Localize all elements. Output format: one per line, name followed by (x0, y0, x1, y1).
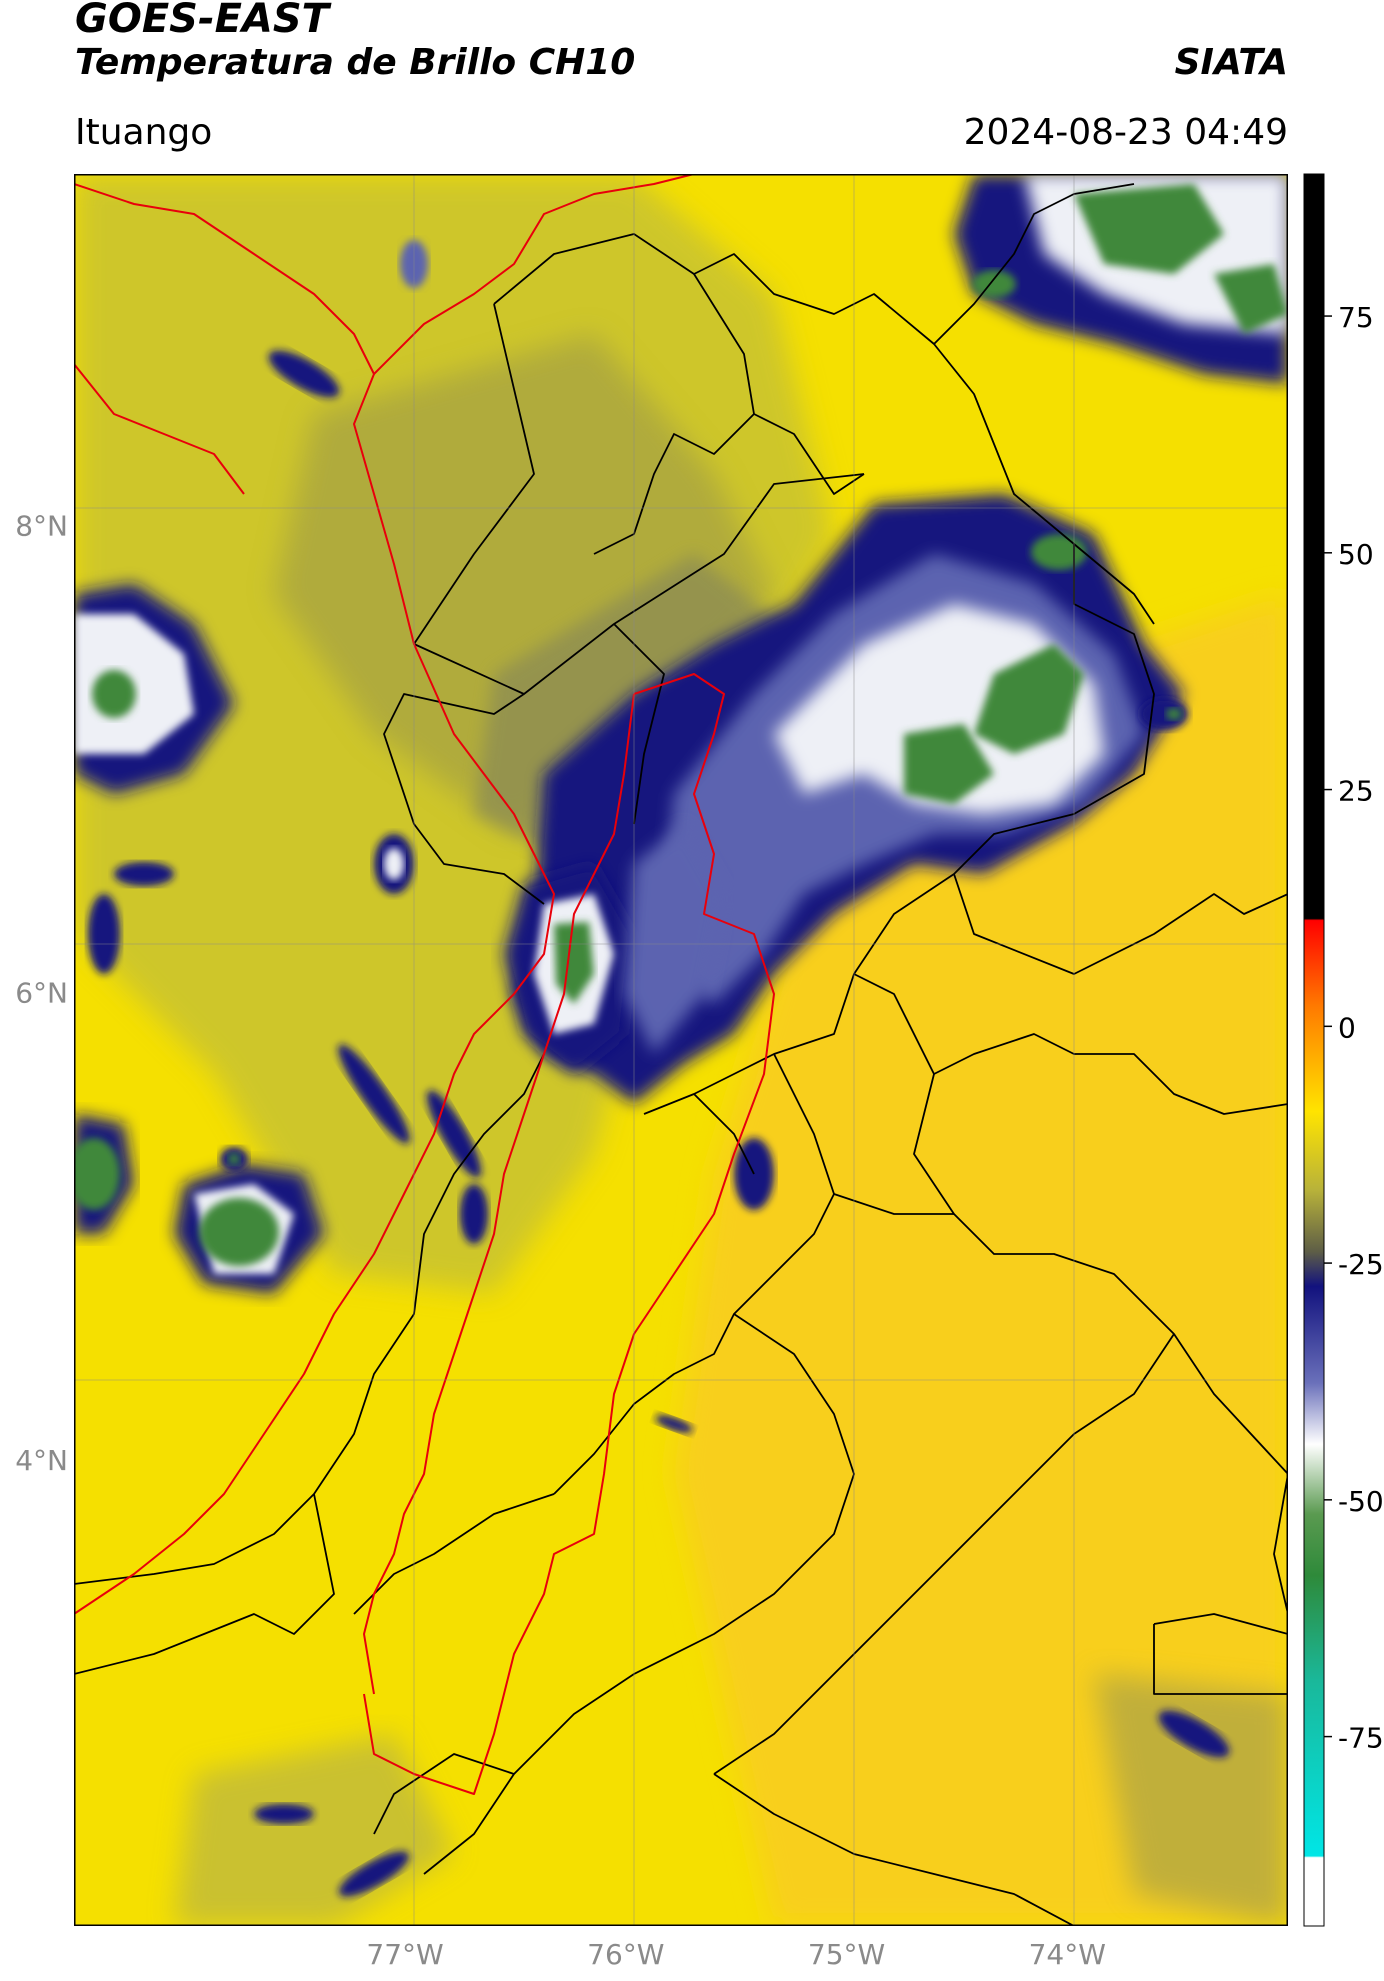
map-frame (74, 174, 1288, 1926)
lat-tick-label: 8°N (15, 509, 68, 542)
colorbar-tick-label: 0 (1338, 1011, 1356, 1044)
satellite-map[interactable] (74, 174, 1288, 1926)
timestamp-label: 2024-08-23 04:49 (963, 112, 1288, 153)
lon-tick-label: 77°W (366, 1938, 443, 1971)
satellite-title: GOES-EAST (75, 0, 329, 42)
lat-tick-label: 6°N (15, 977, 68, 1010)
colorbar-tick-label: 25 (1338, 775, 1374, 808)
organization-label: SIATA (1174, 42, 1288, 83)
colorbar-tick-label: -25 (1338, 1248, 1384, 1281)
lon-tick-label: 75°W (808, 1938, 885, 1971)
product-title: Temperatura de Brillo CH10 (75, 42, 636, 83)
lon-tick-label: 76°W (587, 1938, 664, 1971)
colorbar-tick-label: 75 (1338, 301, 1374, 334)
region-label: Ituango (75, 112, 213, 153)
colorbar-scale (1303, 173, 1325, 1927)
brightness-temperature-field (74, 174, 1288, 1926)
country-borders (74, 174, 775, 1795)
colorbar-tick-label: 50 (1338, 538, 1374, 571)
lat-tick-label: 4°N (15, 1444, 68, 1477)
colorbar-tick-label: -50 (1338, 1485, 1384, 1518)
graticule (74, 174, 1288, 1926)
lon-tick-label: 74°W (1029, 1938, 1106, 1971)
colorbar-tick-label: -75 (1338, 1722, 1384, 1755)
